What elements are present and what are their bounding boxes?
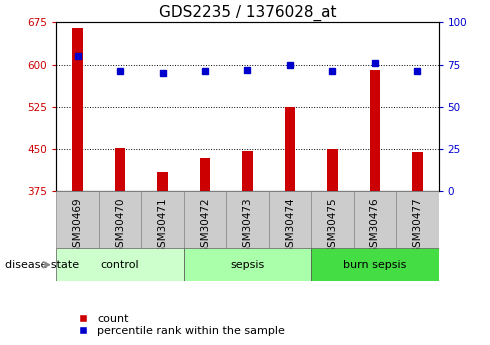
Bar — [99, 191, 141, 248]
Text: burn sepsis: burn sepsis — [343, 260, 407, 270]
Bar — [141, 191, 184, 248]
Bar — [412, 152, 422, 191]
Bar — [269, 191, 311, 248]
Bar — [56, 191, 99, 248]
Bar — [285, 107, 295, 191]
Text: GSM30469: GSM30469 — [73, 197, 83, 254]
Bar — [200, 158, 210, 191]
Text: GSM30473: GSM30473 — [243, 197, 252, 254]
Text: GSM30476: GSM30476 — [370, 197, 380, 254]
Text: GSM30477: GSM30477 — [412, 197, 422, 254]
Text: GSM30471: GSM30471 — [157, 197, 168, 254]
Bar — [184, 191, 226, 248]
Text: GSM30474: GSM30474 — [285, 197, 295, 254]
Bar — [56, 248, 184, 281]
Legend: count, percentile rank within the sample: count, percentile rank within the sample — [72, 314, 285, 336]
Bar — [157, 172, 168, 191]
Bar — [354, 191, 396, 248]
Bar — [115, 148, 125, 191]
Bar — [369, 70, 380, 191]
Title: GDS2235 / 1376028_at: GDS2235 / 1376028_at — [159, 5, 336, 21]
Text: GSM30475: GSM30475 — [327, 197, 338, 254]
Bar — [226, 191, 269, 248]
Bar — [73, 28, 83, 191]
Text: GSM30472: GSM30472 — [200, 197, 210, 254]
Bar — [311, 191, 354, 248]
Bar — [242, 151, 253, 191]
Bar — [396, 191, 439, 248]
Text: disease state: disease state — [5, 260, 79, 270]
Text: control: control — [101, 260, 139, 270]
Text: sepsis: sepsis — [230, 260, 265, 270]
Bar — [311, 248, 439, 281]
Bar — [184, 248, 311, 281]
Text: GSM30470: GSM30470 — [115, 197, 125, 254]
Bar — [327, 149, 338, 191]
